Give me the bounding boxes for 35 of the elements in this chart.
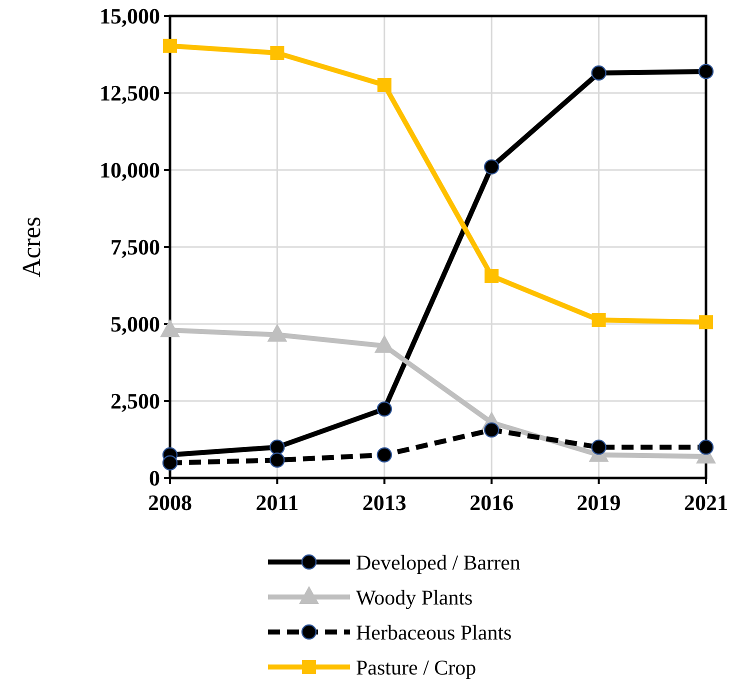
legend-label: Developed / Barren [356,550,521,574]
point [376,447,392,462]
y-tick-label: 7,500 [110,234,160,260]
point [698,440,714,455]
point [484,268,499,283]
legend-label: Pasture / Crop [356,655,476,680]
x-tick-label: 2011 [256,490,299,515]
x-tick-label: 2019 [576,490,621,515]
point [270,440,285,455]
point [591,440,606,455]
point [698,64,714,80]
x-tick-label: 2008 [148,490,192,515]
y-axis-title: Acres [17,216,46,278]
point [484,422,500,438]
point [270,46,284,60]
y-tick-label: 0 [149,466,160,491]
point [162,455,178,471]
y-tick-label: 2,500 [110,388,160,414]
point [163,38,177,53]
x-tick-label: 2013 [362,490,406,515]
point [591,65,606,81]
point [592,312,606,327]
x-tick-label: 2021 [684,490,728,515]
point [376,401,392,417]
point [484,159,500,175]
x-tick-label: 2016 [470,490,514,515]
point [377,78,392,92]
legend-label: Herbaceous Plants [356,620,512,644]
y-tick-label: 5,000 [110,312,160,337]
y-tick-label: 12,500 [100,80,160,106]
y-tick-label: 10,000 [100,158,160,183]
point [270,452,285,468]
point [699,315,713,330]
legend-label: Woody Plants [356,585,473,610]
y-tick-label: 15,000 [100,4,160,29]
